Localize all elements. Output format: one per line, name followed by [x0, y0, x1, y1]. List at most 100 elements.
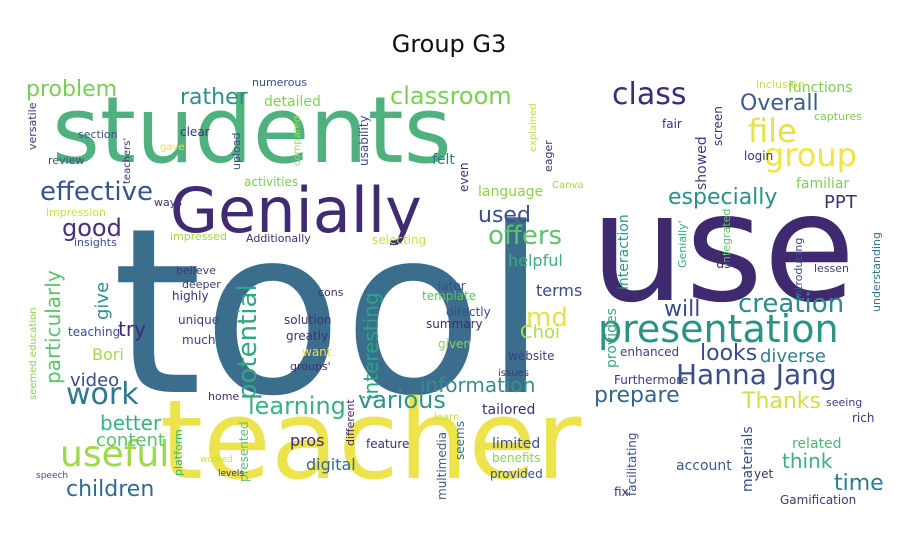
word-89: understanding — [870, 232, 883, 312]
word-9: file — [748, 112, 797, 150]
word-42: diverse — [760, 346, 826, 367]
word-82: fix — [614, 485, 629, 499]
word-22: Overall — [740, 91, 819, 116]
word-40: give — [92, 282, 113, 320]
word-1: teacher — [160, 376, 582, 504]
word-55: terms — [536, 281, 582, 300]
word-28: Thanks — [741, 389, 821, 414]
word-87: lessen — [814, 262, 849, 275]
word-76: benefits — [492, 451, 541, 465]
word-85: rich — [852, 411, 874, 425]
word-88: introducing — [792, 238, 805, 300]
word-36: time — [834, 471, 884, 496]
word-79: different — [344, 399, 357, 446]
word-106: compared — [292, 116, 303, 166]
word-116: teaching — [68, 325, 120, 339]
word-96: inclusion — [756, 78, 805, 91]
word-62: provides — [604, 308, 620, 368]
word-54: interaction — [616, 214, 632, 290]
word-133: worked — [200, 455, 233, 465]
word-101: Canva — [552, 180, 584, 191]
word-48: functions — [788, 80, 852, 96]
word-128: issues — [498, 368, 529, 379]
word-59: account — [676, 458, 732, 474]
word-44: digital — [306, 455, 356, 474]
word-49: detailed — [264, 94, 321, 110]
word-27: prepare — [594, 383, 680, 408]
word-5: presentation — [598, 307, 839, 351]
word-110: impressed — [170, 230, 227, 243]
word-45: PPT — [824, 192, 858, 213]
word-71: website — [508, 349, 555, 363]
word-58: related — [792, 436, 842, 452]
word-92: Genially' — [676, 220, 689, 268]
word-38: Choi — [520, 322, 560, 343]
word-118: impression — [46, 206, 106, 219]
word-14: creation — [738, 289, 844, 319]
word-95: captures — [814, 110, 862, 123]
word-72: enhanced — [620, 345, 679, 359]
word-80: presented — [237, 421, 251, 482]
word-30: looks — [700, 341, 757, 366]
word-26: particularly — [41, 270, 65, 384]
word-126: want — [302, 345, 332, 359]
word-113: unique — [178, 313, 219, 327]
word-29: interesting — [359, 292, 383, 400]
word-19: various — [358, 386, 446, 414]
word-65: Additionally — [246, 232, 311, 245]
word-56: showed — [694, 136, 710, 190]
word-83: facilitating — [625, 433, 639, 497]
word-90: integrated — [720, 209, 733, 266]
word-134: speech — [36, 471, 68, 481]
word-37: think — [782, 449, 833, 473]
word-34: will — [664, 297, 700, 322]
word-11: classroom — [390, 82, 512, 110]
word-52: tailored — [482, 402, 535, 418]
word-108: gave — [160, 142, 185, 153]
word-35: md — [526, 303, 568, 333]
word-16: offers — [488, 221, 562, 251]
word-6: useful — [60, 434, 169, 475]
word-102: felt — [432, 152, 455, 168]
word-100: eager — [542, 140, 555, 172]
word-70: given — [438, 337, 471, 351]
word-120: versatile — [26, 102, 39, 150]
word-67: template — [422, 289, 476, 303]
word-63: selecting — [372, 233, 426, 247]
word-50: materials — [740, 426, 756, 492]
word-60: Gamification — [780, 493, 856, 507]
word-131: home — [208, 390, 239, 403]
word-84: yet — [754, 467, 773, 481]
word-12: work — [66, 377, 139, 412]
word-125: greatly — [286, 329, 328, 343]
word-10: class — [612, 77, 686, 112]
word-53: limited — [492, 436, 540, 452]
word-75: seems — [453, 421, 467, 460]
word-24: rather — [180, 85, 249, 110]
word-39: content — [96, 430, 165, 451]
word-66: later — [438, 279, 466, 293]
word-121: section — [78, 128, 118, 141]
word-129: learn — [434, 412, 459, 423]
word-104: upload — [230, 133, 243, 170]
word-57: familiar — [796, 176, 849, 192]
word-47: language — [478, 184, 543, 200]
word-119: review — [48, 154, 84, 167]
word-130: ways — [154, 196, 182, 209]
word-112: highly — [172, 289, 209, 303]
word-74: feature — [366, 437, 409, 451]
word-73: Furthermore — [614, 373, 688, 387]
chart-title: Group G3 — [391, 30, 507, 58]
word-0: tool — [112, 180, 548, 447]
word-123: cons — [318, 286, 344, 299]
word-103: usability — [357, 115, 371, 166]
word-107: clear — [180, 125, 210, 139]
word-98: even — [457, 163, 471, 192]
word-81: platform — [172, 429, 185, 476]
word-122: teachers' — [122, 138, 133, 184]
word-23: problem — [26, 77, 117, 102]
word-114: much — [182, 333, 216, 347]
word-8: group — [764, 136, 857, 174]
word-127: groups' — [290, 360, 331, 373]
